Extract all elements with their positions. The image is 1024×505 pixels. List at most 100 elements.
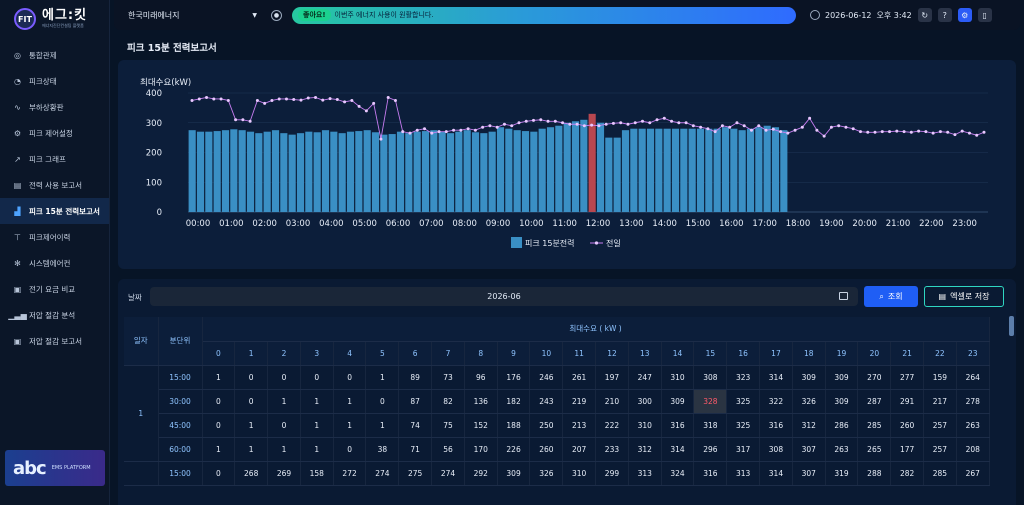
table-row[interactable]: 45:00 0 1 0 1 1 1 74 75 152 188 250 213 222 310 316 318 3… — [124, 413, 990, 438]
sidebar-item-2[interactable]: ∿ 부하상황판 — [0, 94, 109, 120]
bar — [571, 121, 580, 212]
value-cell: 210 — [595, 389, 629, 414]
value-cell: 319 — [825, 461, 859, 486]
x-tick-label: 00:00 — [186, 219, 211, 229]
value-cell: 243 — [529, 389, 564, 414]
sidebar-item-4[interactable]: ↗ 피크 그래프 — [0, 146, 109, 172]
sidebar-item-label: 저압 절감 보고서 — [29, 336, 83, 346]
sidebar-item-10[interactable]: ▁▃▅ 저압 절감 분석 — [0, 302, 109, 328]
site-select[interactable]: 한국미래에너지 ▼ — [128, 10, 263, 21]
line-point — [539, 118, 543, 122]
value-cell: 285 — [923, 461, 957, 486]
bar — [230, 129, 238, 212]
sidebar-item-3[interactable]: ⚙ 피크 제어설정 — [0, 120, 109, 146]
x-tick-label: 23:00 — [952, 219, 977, 229]
value-cell: 313 — [628, 461, 662, 486]
col-header-hour: 17 — [759, 341, 793, 366]
table-row[interactable]: 1 15:00 1 0 0 0 0 1 89 73 96 176 246 261 197 247 310 308 3… — [124, 365, 990, 462]
bar — [663, 128, 671, 212]
value-cell: 316 — [759, 413, 793, 438]
refresh-button[interactable]: ↻ — [917, 8, 932, 22]
sidebar-item-11[interactable]: ▣ 저압 절감 보고서 — [0, 328, 109, 354]
line-point — [481, 125, 485, 129]
sidebar-item-6[interactable]: ▟ 피크 15분 전력보고서 — [0, 198, 109, 224]
sidebar-item-1[interactable]: ◔ 피크상태 — [0, 68, 109, 94]
value-cell: 257 — [923, 413, 957, 438]
bar — [696, 128, 705, 212]
line-point — [829, 125, 833, 129]
x-tick-label: 09:00 — [486, 219, 511, 229]
value-cell: 308 — [759, 437, 793, 462]
bar — [263, 131, 271, 212]
search-button[interactable]: ⌕ 조회 — [864, 286, 918, 307]
line-point — [553, 119, 557, 123]
logout-button[interactable]: ▯ — [977, 8, 992, 22]
value-cell: 71 — [398, 437, 433, 462]
sidebar-item-5[interactable]: ▤ 전력 사용 보고서 — [0, 172, 109, 198]
line-point — [735, 121, 739, 125]
value-cell: 274 — [431, 461, 465, 486]
value-cell: 188 — [497, 413, 531, 438]
demand-table: 일자 분단위 최대수요 ( kW ) 0 1 2 3 4 5 6 7 8 9 10 11 12 13 14 15 16… — [124, 317, 990, 486]
bar — [588, 113, 596, 212]
line-point — [720, 124, 724, 128]
calendar-icon[interactable] — [839, 292, 848, 300]
value-cell: 310 — [562, 461, 597, 486]
bar — [721, 127, 730, 212]
sidebar-item-0[interactable]: ◎ 통합관제 — [0, 42, 109, 68]
value-cell: 285 — [857, 413, 892, 438]
table-scrollbar[interactable] — [1009, 316, 1014, 336]
line-point — [619, 121, 623, 125]
x-tick-label: 01:00 — [219, 219, 244, 229]
y-tick-label: 100 — [146, 178, 162, 188]
col-header-hour: 8 — [464, 341, 498, 366]
help-button[interactable]: ? — [937, 8, 952, 22]
line-point — [858, 130, 862, 134]
document-icon: ▣ — [13, 336, 22, 346]
bar — [763, 125, 771, 212]
date-input[interactable]: 2026-06 — [150, 287, 858, 306]
settings-button[interactable]: ⚙ — [957, 8, 972, 22]
y-tick-label: 0 — [157, 208, 162, 218]
sidebar-item-9[interactable]: ▣ 전기 요금 비교 — [0, 276, 109, 302]
line-point — [837, 124, 841, 128]
current-date: 2026-06-12 — [825, 10, 872, 20]
value-cell: 275 — [398, 461, 433, 486]
document-icon: ▣ — [13, 284, 22, 294]
bar — [438, 131, 446, 212]
y-tick-label: 200 — [146, 149, 162, 159]
line-point — [393, 98, 397, 102]
sidebar-item-7[interactable]: ⊤ 피크제어이력 — [0, 224, 109, 250]
header-row: 일자 분단위 최대수요 ( kW ) — [124, 317, 990, 366]
table-row[interactable]: 15:00 0 268 269 158 272 274 275 274 292 309 326 310 2… — [124, 461, 990, 486]
value-cell: 313 — [726, 461, 761, 486]
bar — [296, 133, 305, 212]
bar — [780, 130, 788, 212]
notice-badge: 좋아요! — [298, 9, 331, 21]
value-cell: 0 — [365, 389, 400, 414]
col-header-hour: 21 — [890, 341, 925, 366]
excel-export-button[interactable]: ▤ 엑셀로 저장 — [924, 286, 1004, 307]
col-header-hour: 0 — [202, 341, 236, 366]
gauge-icon: ◔ — [14, 76, 21, 86]
legend-swatch-point — [594, 241, 599, 245]
line-point — [190, 98, 194, 102]
help-icon: ? — [942, 10, 947, 20]
user-icon[interactable]: ● — [271, 9, 282, 21]
x-tick-label: 13:00 — [619, 219, 644, 229]
value-cell: 326 — [792, 389, 826, 414]
unit-cell: 15:00 — [158, 461, 203, 486]
date-label: 날짜 — [128, 293, 142, 302]
bar — [446, 133, 455, 212]
sidebar-item-8[interactable]: ✻ 시스템에어컨 — [0, 250, 109, 276]
value-cell: 314 — [759, 365, 793, 390]
line-point — [909, 130, 913, 134]
x-tick-label: 05:00 — [352, 219, 377, 229]
table-row[interactable]: 60:00 1 1 1 1 0 38 71 56 170 226 260 207 233 312 314 296… — [124, 437, 990, 462]
table-row[interactable]: 30:00 0 0 1 1 1 0 87 82 136 182 243 219 210 300 309 328 3… — [124, 389, 990, 414]
value-cell: 265 — [857, 437, 892, 462]
value-cell: 1 — [234, 413, 269, 438]
bar — [530, 131, 538, 212]
app-logo[interactable]: FIT 에그:킷 에너지진단컨설팅 플랫폼 — [0, 0, 109, 38]
bar — [480, 133, 488, 212]
